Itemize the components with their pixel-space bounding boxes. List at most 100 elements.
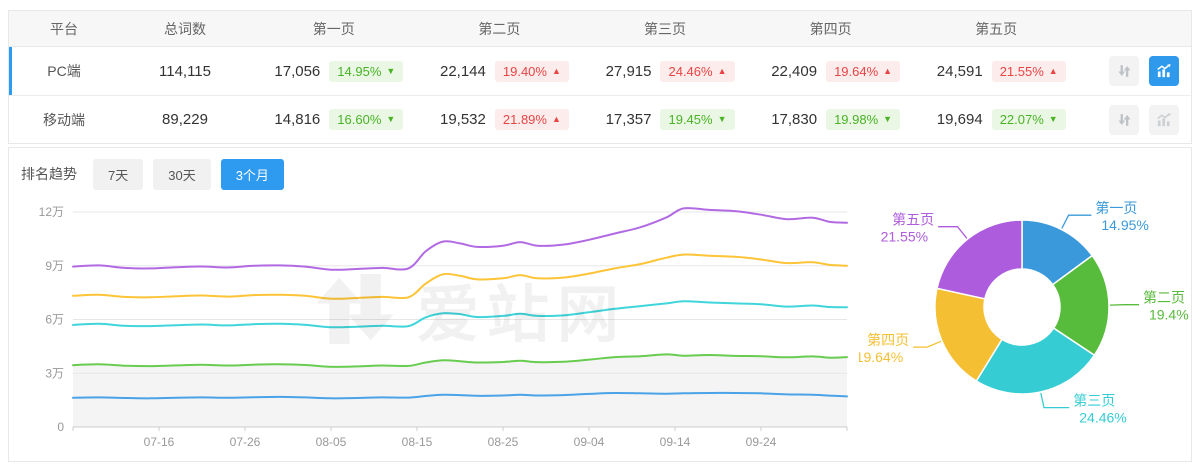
col-header-page5: 第五页 xyxy=(975,20,1018,37)
change-pct: 21.55% xyxy=(999,63,1044,79)
y-axis-tick-label: 0 xyxy=(57,420,64,434)
row-actions xyxy=(1079,56,1191,86)
pie-slice-name: 第一页 xyxy=(1095,200,1137,216)
pie-slice-percent: 14.95% xyxy=(1101,217,1148,233)
col-header-page3: 第三页 xyxy=(643,20,686,37)
change-pct: 19.64% xyxy=(834,63,879,79)
x-axis-tick-label: 08-05 xyxy=(316,435,347,449)
col-header-page4: 第四页 xyxy=(809,20,852,37)
change-pct: 21.89% xyxy=(502,112,547,127)
change-badge: 22.07% ▼ xyxy=(991,109,1066,130)
trend-chart-button[interactable] xyxy=(1149,56,1179,86)
trend-header: 排名趋势 7天 30天 3个月 xyxy=(9,148,1191,194)
row-actions xyxy=(1079,104,1191,135)
change-pct: 19.40% xyxy=(502,63,547,79)
change-pct: 19.45% xyxy=(668,112,713,127)
y-axis-tick-label: 6万 xyxy=(45,313,64,327)
change-badge: 19.64% ▲ xyxy=(826,60,901,82)
pie-label-line xyxy=(1040,392,1070,409)
table-row[interactable]: PC端 114,115 17,056 14.95% ▼ 22,144 19.40%… xyxy=(9,47,1191,95)
x-axis-tick-label: 07-16 xyxy=(144,435,175,449)
pie-label-line xyxy=(1061,214,1092,229)
pie-slice-percent: 19.4% xyxy=(1149,307,1189,323)
trend-arrow-icon: ▲ xyxy=(717,65,727,76)
pie-slice-第五页[interactable] xyxy=(936,219,1023,300)
col-header-total: 总词数 xyxy=(164,20,206,37)
ranking-trend-panel: 排名趋势 7天 30天 3个月 0 3万 6万 9万 12万 07-16 07-26 08-0… xyxy=(8,147,1192,462)
trend-arrow-icon: ▼ xyxy=(386,65,396,76)
change-badge: 19.98% ▼ xyxy=(826,109,901,130)
change-pct: 19.98% xyxy=(834,112,879,127)
page-distribution-donut-chart: 第一页 14.95% 第二页 19.4% 第三页 24.46% 第四页 19.64% 第五页 21… xyxy=(859,194,1189,455)
change-badge: 16.60% ▼ xyxy=(329,109,404,130)
platform-label: PC端 xyxy=(47,63,81,79)
trend-arrow-icon: ▲ xyxy=(883,65,893,76)
line-series-blue[interactable] xyxy=(72,391,848,400)
y-axis-tick-label: 12万 xyxy=(39,205,64,219)
pie-slice-name: 第三页 xyxy=(1073,393,1115,409)
pie-label-line xyxy=(913,340,942,348)
col-header-page2: 第二页 xyxy=(478,20,521,37)
x-axis-tick-label: 09-04 xyxy=(574,435,605,449)
x-axis-tick-label: 07-26 xyxy=(230,435,261,449)
change-pct: 16.60% xyxy=(337,112,382,127)
bar-chart-icon xyxy=(1157,64,1171,78)
trend-arrow-icon: ▲ xyxy=(551,114,561,124)
line-series-green[interactable] xyxy=(72,353,848,368)
trend-arrow-icon: ▼ xyxy=(1048,114,1058,124)
change-badge: 24.46% ▲ xyxy=(660,60,735,82)
change-pct: 24.46% xyxy=(668,63,713,79)
y-axis-tick-label: 9万 xyxy=(45,259,64,273)
compare-sort-button[interactable] xyxy=(1109,104,1139,135)
trend-chart-button[interactable] xyxy=(1149,104,1179,135)
page-cell: 14,816 16.60% ▼ xyxy=(251,109,417,130)
table-header-row: 平台 总词数 第一页 第二页 第三页 第四页 第五页 xyxy=(9,11,1191,47)
compare-sort-button[interactable] xyxy=(1109,56,1139,86)
page-cell: 22,144 19.40% ▲ xyxy=(417,60,583,82)
x-axis-tick-label: 09-14 xyxy=(660,435,691,449)
trend-arrow-icon: ▼ xyxy=(883,114,893,124)
line-chart-svg: 0 3万 6万 9万 12万 07-16 07-26 08-05 08-15 08-25 09-04… xyxy=(39,205,848,449)
line-series-cyan[interactable] xyxy=(72,300,848,329)
tab-30-days[interactable]: 30天 xyxy=(153,158,211,190)
line-series-yellow[interactable] xyxy=(72,253,848,300)
x-axis-tick-label: 08-25 xyxy=(488,435,519,449)
line-series-purple[interactable] xyxy=(72,207,848,271)
page-count: 19,532 xyxy=(439,111,486,128)
trend-body: 0 3万 6万 9万 12万 07-16 07-26 08-05 08-15 08-25 09-04… xyxy=(9,194,1191,455)
up-down-arrows-icon xyxy=(1118,113,1131,126)
page-cell: 24,591 21.55% ▲ xyxy=(913,60,1079,82)
pie-slice-percent: 21.55% xyxy=(881,229,928,245)
platform-label: 移动端 xyxy=(43,111,85,128)
bar-chart-icon xyxy=(1157,112,1171,126)
trend-arrow-icon: ▲ xyxy=(551,65,561,76)
x-axis-tick-label: 09-24 xyxy=(746,435,777,449)
trend-arrow-icon: ▲ xyxy=(1048,65,1058,76)
trend-title: 排名趋势 xyxy=(21,166,77,182)
change-badge: 14.95% ▼ xyxy=(329,60,404,82)
pie-slice-percent: 19.64% xyxy=(859,349,903,365)
col-header-platform: 平台 xyxy=(50,20,78,37)
pie-slice-percent: 24.46% xyxy=(1079,410,1126,426)
pie-slice-name: 第四页 xyxy=(867,332,909,348)
tab-3-months[interactable]: 3个月 xyxy=(220,158,284,190)
pie-label-line xyxy=(938,226,968,239)
y-axis-tick-label: 3万 xyxy=(45,366,64,380)
area-fill-green xyxy=(73,354,847,427)
page-count: 22,409 xyxy=(771,62,818,80)
tab-7-days[interactable]: 7天 xyxy=(93,158,144,190)
trend-arrow-icon: ▼ xyxy=(717,114,727,124)
pie-slice-name: 第五页 xyxy=(892,212,934,228)
change-badge: 19.40% ▲ xyxy=(494,60,569,82)
pie-slice-第三页[interactable] xyxy=(975,327,1096,395)
page-cell: 17,357 19.45% ▼ xyxy=(582,109,748,130)
page-cell: 19,532 21.89% ▲ xyxy=(417,109,583,130)
change-badge: 21.89% ▲ xyxy=(494,109,569,130)
page-count: 27,915 xyxy=(605,62,652,80)
page-cell: 17,830 19.98% ▼ xyxy=(748,109,914,130)
page-count: 17,056 xyxy=(274,62,321,80)
table-row[interactable]: 移动端 89,229 14,816 16.60% ▼ 19,532 21.89% ▲… xyxy=(9,95,1191,143)
ranking-trend-line-chart: 0 3万 6万 9万 12万 07-16 07-26 08-05 08-15 08-25 09-04… xyxy=(9,194,859,455)
